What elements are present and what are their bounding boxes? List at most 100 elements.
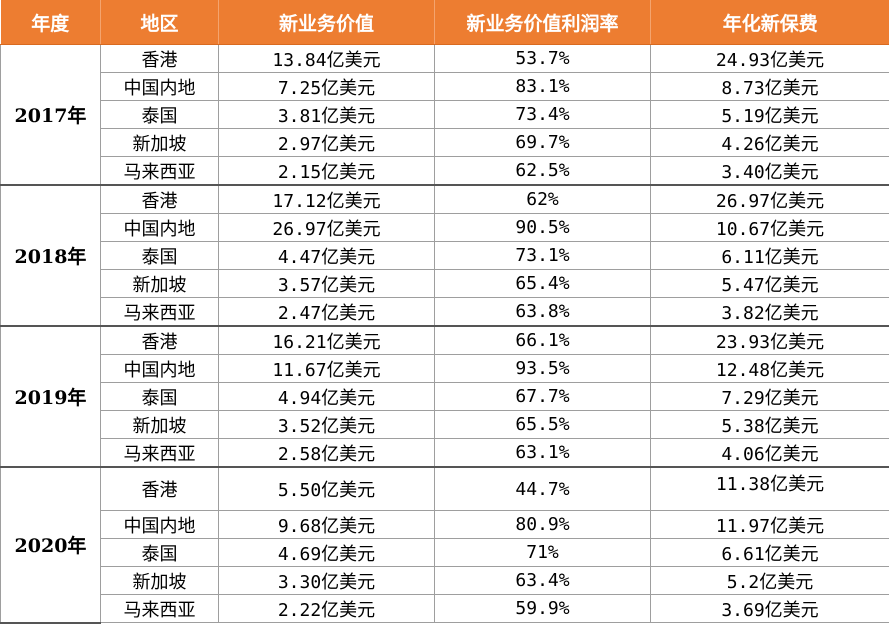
table-row: 新加坡 2.97亿美元 69.7% 4.26亿美元 bbox=[1, 129, 889, 157]
table-row: 马来西亚 2.15亿美元 62.5% 3.40亿美元 bbox=[1, 157, 889, 186]
region-cell: 新加坡 bbox=[101, 270, 219, 298]
table-row: 中国内地 7.25亿美元 83.1% 8.73亿美元 bbox=[1, 73, 889, 101]
table-row: 泰国 3.81亿美元 73.4% 5.19亿美元 bbox=[1, 101, 889, 129]
region-cell: 泰国 bbox=[101, 539, 219, 567]
premium-cell: 3.69亿美元 bbox=[651, 595, 889, 623]
region-cell: 马来西亚 bbox=[101, 298, 219, 327]
header-nbv-margin: 新业务价值利润率 bbox=[435, 0, 651, 45]
premium-cell: 11.38亿美元 bbox=[651, 467, 889, 511]
region-cell: 中国内地 bbox=[101, 511, 219, 539]
header-year: 年度 bbox=[1, 0, 101, 45]
premium-cell: 5.2亿美元 bbox=[651, 567, 889, 595]
region-cell: 新加坡 bbox=[101, 567, 219, 595]
nbv-cell: 4.47亿美元 bbox=[219, 242, 435, 270]
table-row: 新加坡 3.57亿美元 65.4% 5.47亿美元 bbox=[1, 270, 889, 298]
premium-cell: 11.97亿美元 bbox=[651, 511, 889, 539]
nbv-cell: 3.52亿美元 bbox=[219, 411, 435, 439]
region-cell: 马来西亚 bbox=[101, 439, 219, 468]
margin-cell: 44.7% bbox=[435, 467, 651, 511]
table-row: 马来西亚 2.58亿美元 63.1% 4.06亿美元 bbox=[1, 439, 889, 468]
header-row: 年度 地区 新业务价值 新业务价值利润率 年化新保费 bbox=[1, 0, 889, 45]
table-row: 泰国 4.94亿美元 67.7% 7.29亿美元 bbox=[1, 383, 889, 411]
table-row: 2020年 香港 5.50亿美元 44.7% 11.38亿美元 bbox=[1, 467, 889, 511]
nbv-cell: 13.84亿美元 bbox=[219, 45, 435, 73]
premium-cell: 5.38亿美元 bbox=[651, 411, 889, 439]
table-row: 泰国 4.47亿美元 73.1% 6.11亿美元 bbox=[1, 242, 889, 270]
table-row: 2018年 香港 17.12亿美元 62% 26.97亿美元 bbox=[1, 185, 889, 214]
header-new-business-value: 新业务价值 bbox=[219, 0, 435, 45]
nbv-cell: 4.69亿美元 bbox=[219, 539, 435, 567]
premium-cell: 26.97亿美元 bbox=[651, 185, 889, 214]
region-cell: 香港 bbox=[101, 45, 219, 73]
nbv-cell: 26.97亿美元 bbox=[219, 214, 435, 242]
premium-cell: 5.47亿美元 bbox=[651, 270, 889, 298]
region-cell: 新加坡 bbox=[101, 129, 219, 157]
margin-cell: 63.8% bbox=[435, 298, 651, 327]
margin-cell: 73.1% bbox=[435, 242, 651, 270]
header-annualized-premium: 年化新保费 bbox=[651, 0, 889, 45]
region-cell: 马来西亚 bbox=[101, 595, 219, 623]
margin-cell: 67.7% bbox=[435, 383, 651, 411]
margin-cell: 71% bbox=[435, 539, 651, 567]
nbv-cell: 2.47亿美元 bbox=[219, 298, 435, 327]
region-cell: 泰国 bbox=[101, 101, 219, 129]
table-row: 泰国 4.69亿美元 71% 6.61亿美元 bbox=[1, 539, 889, 567]
margin-cell: 59.9% bbox=[435, 595, 651, 623]
table-row: 马来西亚 2.47亿美元 63.8% 3.82亿美元 bbox=[1, 298, 889, 327]
margin-cell: 65.4% bbox=[435, 270, 651, 298]
header-region: 地区 bbox=[101, 0, 219, 45]
premium-cell: 6.61亿美元 bbox=[651, 539, 889, 567]
year-cell: 2020年 bbox=[1, 467, 101, 623]
margin-cell: 66.1% bbox=[435, 326, 651, 355]
nbv-cell: 3.57亿美元 bbox=[219, 270, 435, 298]
premium-cell: 6.11亿美元 bbox=[651, 242, 889, 270]
nbv-cell: 2.15亿美元 bbox=[219, 157, 435, 186]
nbv-cell: 3.30亿美元 bbox=[219, 567, 435, 595]
table-row: 马来西亚 2.22亿美元 59.9% 3.69亿美元 bbox=[1, 595, 889, 623]
premium-cell: 4.26亿美元 bbox=[651, 129, 889, 157]
table-row: 中国内地 26.97亿美元 90.5% 10.67亿美元 bbox=[1, 214, 889, 242]
premium-cell: 7.29亿美元 bbox=[651, 383, 889, 411]
margin-cell: 73.4% bbox=[435, 101, 651, 129]
margin-cell: 62% bbox=[435, 185, 651, 214]
margin-cell: 63.4% bbox=[435, 567, 651, 595]
year-cell: 2019年 bbox=[1, 326, 101, 467]
region-cell: 泰国 bbox=[101, 383, 219, 411]
region-cell: 香港 bbox=[101, 326, 219, 355]
table-row: 2017年 香港 13.84亿美元 53.7% 24.93亿美元 bbox=[1, 45, 889, 73]
nbv-cell: 7.25亿美元 bbox=[219, 73, 435, 101]
region-cell: 中国内地 bbox=[101, 214, 219, 242]
region-cell: 香港 bbox=[101, 185, 219, 214]
table-row: 中国内地 9.68亿美元 80.9% 11.97亿美元 bbox=[1, 511, 889, 539]
margin-cell: 69.7% bbox=[435, 129, 651, 157]
nbv-cell: 2.97亿美元 bbox=[219, 129, 435, 157]
premium-cell: 5.19亿美元 bbox=[651, 101, 889, 129]
premium-cell: 4.06亿美元 bbox=[651, 439, 889, 468]
table-row: 新加坡 3.52亿美元 65.5% 5.38亿美元 bbox=[1, 411, 889, 439]
region-cell: 中国内地 bbox=[101, 73, 219, 101]
margin-cell: 93.5% bbox=[435, 355, 651, 383]
table-row: 中国内地 11.67亿美元 93.5% 12.48亿美元 bbox=[1, 355, 889, 383]
margin-cell: 53.7% bbox=[435, 45, 651, 73]
region-cell: 泰国 bbox=[101, 242, 219, 270]
premium-cell: 3.82亿美元 bbox=[651, 298, 889, 327]
premium-cell: 10.67亿美元 bbox=[651, 214, 889, 242]
margin-cell: 83.1% bbox=[435, 73, 651, 101]
region-cell: 新加坡 bbox=[101, 411, 219, 439]
margin-cell: 62.5% bbox=[435, 157, 651, 186]
region-cell: 香港 bbox=[101, 467, 219, 511]
nbv-cell: 11.67亿美元 bbox=[219, 355, 435, 383]
nbv-cell: 9.68亿美元 bbox=[219, 511, 435, 539]
nbv-cell: 4.94亿美元 bbox=[219, 383, 435, 411]
nbv-cell: 5.50亿美元 bbox=[219, 467, 435, 511]
margin-cell: 80.9% bbox=[435, 511, 651, 539]
premium-cell: 24.93亿美元 bbox=[651, 45, 889, 73]
table-row: 2019年 香港 16.21亿美元 66.1% 23.93亿美元 bbox=[1, 326, 889, 355]
region-cell: 马来西亚 bbox=[101, 157, 219, 186]
premium-cell: 23.93亿美元 bbox=[651, 326, 889, 355]
premium-cell: 12.48亿美元 bbox=[651, 355, 889, 383]
nbv-cell: 17.12亿美元 bbox=[219, 185, 435, 214]
nbv-cell: 16.21亿美元 bbox=[219, 326, 435, 355]
margin-cell: 65.5% bbox=[435, 411, 651, 439]
